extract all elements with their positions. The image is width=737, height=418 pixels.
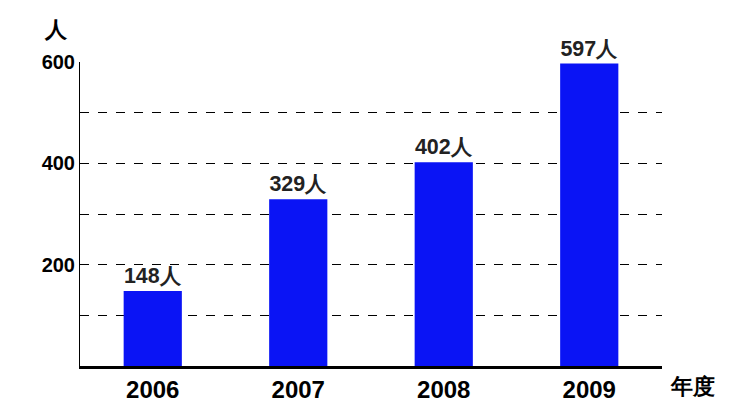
svg-text:329人: 329人	[269, 172, 327, 196]
svg-text:600: 600	[42, 51, 75, 73]
svg-text:2006: 2006	[126, 376, 179, 403]
svg-text:597人: 597人	[560, 37, 618, 61]
svg-text:400: 400	[42, 152, 75, 174]
svg-text:2009: 2009	[563, 376, 616, 403]
svg-text:200: 200	[42, 254, 75, 276]
svg-text:148人: 148人	[124, 264, 182, 288]
svg-text:2007: 2007	[272, 376, 325, 403]
svg-text:人: 人	[44, 17, 68, 42]
svg-text:年度: 年度	[670, 374, 715, 399]
svg-text:2008: 2008	[417, 376, 470, 403]
svg-text:402人: 402人	[415, 135, 473, 159]
